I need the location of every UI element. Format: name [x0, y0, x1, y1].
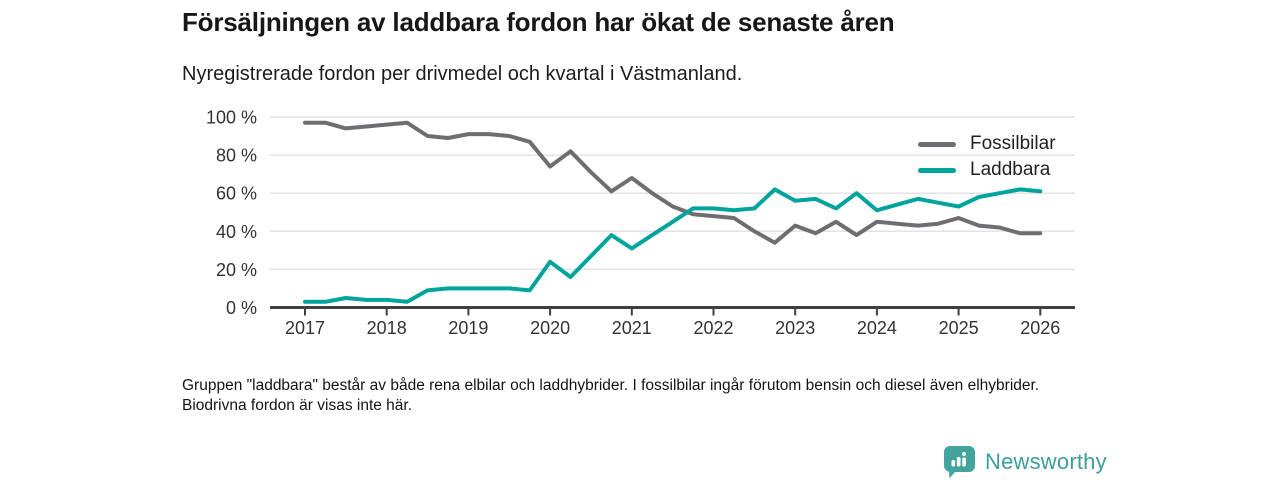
legend-item-laddbara: Laddbara — [918, 157, 1056, 183]
page-title: Försäljningen av laddbara fordon har öka… — [182, 7, 895, 37]
x-tick-label: 2020 — [530, 318, 570, 338]
y-tick-label: 40 % — [216, 222, 257, 242]
y-tick-label: 60 % — [216, 184, 257, 204]
y-tick-label: 80 % — [216, 146, 257, 166]
legend-label: Fossilbilar — [970, 133, 1056, 154]
chart-svg: 0 % 20 % 40 % 60 % 80 % 100 % 2017 2018 2019 2020… — [206, 108, 1075, 338]
x-tick-label: 2023 — [775, 318, 815, 338]
x-tick-label: 2022 — [693, 318, 733, 338]
y-tick-label: 100 % — [206, 108, 257, 128]
laddbara-line-swatch — [918, 167, 956, 173]
line-chart: 0 % 20 % 40 % 60 % 80 % 100 % 2017 2018 2019 2020… — [180, 100, 1090, 350]
x-tick-label: 2019 — [448, 318, 488, 338]
x-tick-label: 2024 — [857, 318, 897, 338]
x-tick-label: 2017 — [285, 318, 325, 338]
x-tick-label: 2026 — [1020, 318, 1060, 338]
y-tick-label: 0 % — [226, 298, 257, 318]
legend-item-fossilbilar: Fossilbilar — [918, 131, 1056, 157]
newsworthy-logo-text: Newsworthy — [985, 449, 1107, 474]
y-tick-label: 20 % — [216, 260, 257, 280]
x-tick-label: 2021 — [612, 318, 652, 338]
newsworthy-badge-icon — [944, 446, 975, 479]
x-tick-label: 2018 — [367, 318, 407, 338]
series-line-laddbara — [303, 187, 1043, 304]
fossilbilar-line-swatch — [918, 141, 956, 147]
chart-subtitle: Nyregistrerade fordon per drivmedel och … — [182, 63, 743, 85]
chart-legend: Fossilbilar Laddbara — [918, 131, 1056, 183]
legend-label: Laddbara — [970, 159, 1051, 180]
newsworthy-logo[interactable]: Newsworthy — [943, 445, 1107, 479]
x-tick-label: 2025 — [939, 318, 979, 338]
series-line-fossilbilar — [303, 120, 1043, 245]
chart-footnote: Gruppen "laddbara" består av både rena e… — [182, 377, 1040, 414]
